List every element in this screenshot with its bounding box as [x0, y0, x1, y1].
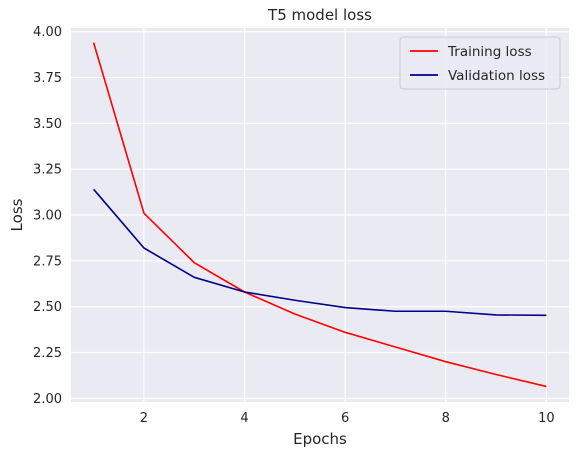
y-tick-label: 2.25: [33, 346, 62, 361]
y-axis-label: Loss: [8, 198, 26, 231]
x-tick-label: 8: [442, 411, 450, 426]
x-tick-label: 6: [341, 411, 349, 426]
y-tick-label: 2.00: [33, 392, 62, 407]
training-loss-line: [92, 42, 547, 388]
y-tick-label: 3.75: [33, 71, 62, 86]
x-tick-labels: 2 4 6 8 10: [140, 411, 555, 426]
legend-label-validation-loss: Validation loss: [448, 68, 545, 84]
y-tick-label: 2.50: [33, 300, 62, 315]
validation-loss-line: [93, 188, 547, 317]
x-tick-label: 4: [240, 411, 248, 426]
y-tick-label: 3.25: [33, 163, 62, 178]
x-tick-label: 2: [140, 411, 148, 426]
chart-title: T5 model loss: [267, 6, 372, 24]
grid-lines: [71, 28, 569, 402]
y-tick-label: 2.75: [33, 254, 62, 269]
legend: Training loss Validation loss: [399, 36, 561, 90]
legend-box: [399, 36, 561, 90]
y-tick-label: 3.00: [33, 209, 62, 224]
y-tick-label: 4.00: [33, 25, 62, 40]
y-tick-labels: 2.00 2.25 2.50 2.75 3.00 3.25 3.50 3.75 4.00: [33, 25, 62, 407]
legend-label-training-loss: Training loss: [447, 44, 532, 60]
x-tick-label: 10: [538, 411, 555, 426]
y-tick-label: 3.50: [33, 117, 62, 132]
x-axis-label: Epochs: [293, 430, 347, 448]
series-lines: [92, 42, 547, 388]
